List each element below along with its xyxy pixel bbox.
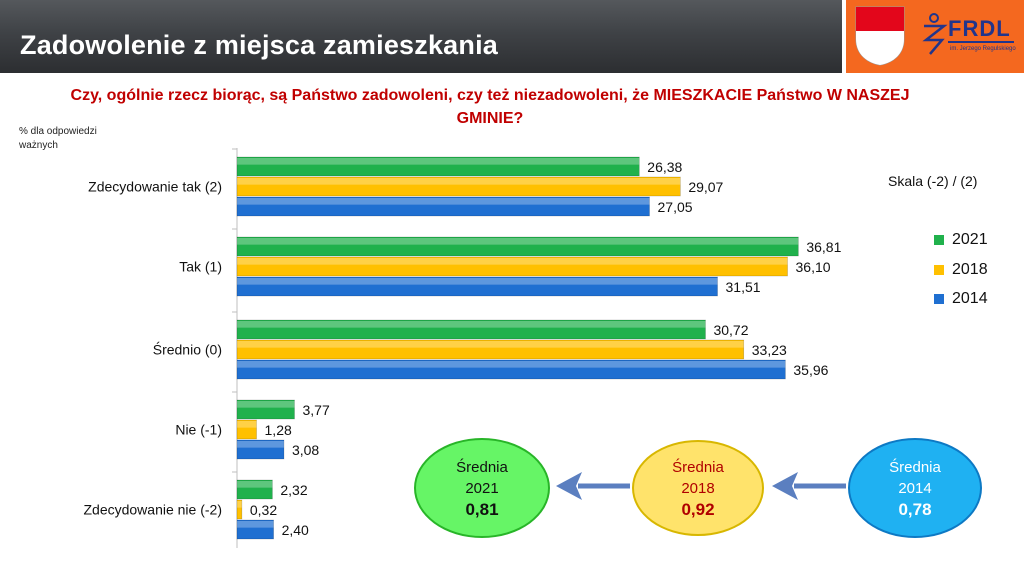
average-2014-year: 2014	[898, 479, 932, 497]
bar-2021-średnio-0	[236, 319, 706, 340]
percent-note: % dla odpowiedzi ważnych	[19, 126, 97, 151]
average-2021-bubble: Średnia 2021 0,81	[414, 438, 550, 538]
category-label-zdecydowanie-nie-2: Zdecydowanie nie (-2)	[83, 502, 222, 518]
bar-2021-nie-1	[236, 399, 295, 420]
value-label-2021-średnio-0: 30,72	[713, 322, 748, 338]
category-label-zdecydowanie-tak-2: Zdecydowanie tak (2)	[88, 179, 222, 195]
legend-label-2014: 2014	[952, 290, 988, 307]
bar-2018-nie-1	[236, 419, 257, 440]
coat-of-arms-icon	[855, 6, 905, 66]
value-label-2021-nie-1: 3,77	[302, 402, 329, 418]
bar-2014-zdecydowanie-nie-2	[236, 519, 274, 540]
survey-question: Czy, ogólnie rzecz biorąc, są Państwo za…	[70, 87, 910, 127]
header-bar: Zadowolenie z miejsca zamieszkania	[0, 0, 842, 73]
legend-label-2021: 2021	[952, 231, 988, 248]
frdl-logo-subtext: im. Jerzego Regulskiego	[950, 46, 1016, 52]
bar-2014-nie-1	[236, 439, 285, 460]
average-2021-value: 0,81	[465, 499, 499, 519]
logo-area: FRDL im. Jerzego Regulskiego	[846, 0, 1024, 73]
average-2018-label: Średnia	[672, 458, 724, 476]
frdl-logo-text: FRDL	[948, 16, 1011, 41]
value-label-2014-zdecydowanie-nie-2: 2,40	[282, 522, 309, 538]
bar-2021-tak-1	[236, 236, 799, 257]
value-label-2018-nie-1: 1,28	[265, 422, 292, 438]
average-2021-year: 2021	[465, 479, 499, 497]
value-label-2014-zdecydowanie-tak-2: 27,05	[658, 199, 693, 215]
legend-item-2014: 2014	[934, 290, 988, 308]
bar-2014-średnio-0	[236, 359, 786, 380]
legend-item-2021: 2021	[934, 231, 988, 249]
average-2021-label: Średnia	[456, 458, 508, 476]
value-label-2021-tak-1: 36,81	[806, 239, 841, 255]
value-label-2018-zdecydowanie-nie-2: 0,32	[250, 502, 277, 518]
average-2014-value: 0,78	[898, 499, 932, 519]
value-label-2014-tak-1: 31,51	[726, 279, 761, 295]
bar-highlight	[237, 441, 284, 448]
bar-2014-zdecydowanie-tak-2	[236, 196, 650, 217]
arrow-2018-to-2021-icon	[556, 472, 630, 500]
value-label-2018-średnio-0: 33,23	[752, 342, 787, 358]
legend-label-2018: 2018	[952, 261, 988, 278]
logo-underline	[948, 41, 1014, 43]
average-2014-label: Średnia	[889, 458, 941, 476]
bar-2018-tak-1	[236, 256, 788, 277]
legend-swatch-2018	[934, 265, 944, 275]
value-label-2018-tak-1: 36,10	[796, 259, 831, 275]
category-label-nie-1: Nie (-1)	[175, 422, 222, 438]
category-label-średnio-0: Średnio (0)	[153, 341, 222, 358]
legend-item-2018: 2018	[934, 261, 988, 279]
average-2018-bubble: Średnia 2018 0,92	[632, 440, 764, 536]
bar-highlight	[237, 361, 786, 368]
bar-2018-średnio-0	[236, 339, 745, 360]
value-label-2021-zdecydowanie-tak-2: 26,38	[647, 159, 682, 175]
bar-highlight	[237, 198, 650, 205]
page-title: Zadowolenie z miejsca zamieszkania	[20, 30, 498, 60]
bar-2018-zdecydowanie-nie-2	[236, 499, 243, 520]
average-2018-year: 2018	[681, 479, 715, 497]
legend-swatch-2021	[934, 235, 944, 245]
bar-highlight	[237, 278, 718, 285]
arrow-2014-to-2018-icon	[772, 472, 846, 500]
bar-highlight	[237, 521, 274, 528]
legend-swatch-2014	[934, 294, 944, 304]
value-label-2014-nie-1: 3,08	[292, 442, 319, 458]
bar-2021-zdecydowanie-tak-2	[236, 156, 640, 177]
bar-highlight	[237, 341, 744, 348]
bar-highlight	[237, 178, 681, 185]
bar-highlight	[237, 258, 788, 265]
bar-highlight	[237, 501, 242, 508]
bar-highlight	[237, 421, 257, 428]
frdl-figure-icon	[922, 13, 948, 55]
average-2018-value: 0,92	[681, 499, 715, 519]
value-label-2014-średnio-0: 35,96	[793, 362, 828, 378]
bar-highlight	[237, 238, 799, 245]
bar-highlight	[237, 158, 640, 165]
bar-2018-zdecydowanie-tak-2	[236, 176, 681, 197]
average-2014-bubble: Średnia 2014 0,78	[848, 438, 982, 538]
bar-highlight	[237, 401, 295, 408]
bar-2014-tak-1	[236, 276, 718, 297]
category-label-tak-1: Tak (1)	[179, 259, 222, 275]
bar-2021-zdecydowanie-nie-2	[236, 479, 273, 500]
bar-highlight	[237, 481, 273, 488]
value-label-2021-zdecydowanie-nie-2: 2,32	[280, 482, 307, 498]
value-label-2018-zdecydowanie-tak-2: 29,07	[688, 179, 723, 195]
scale-label: Skala (-2) / (2)	[888, 173, 978, 189]
bar-highlight	[237, 321, 706, 328]
